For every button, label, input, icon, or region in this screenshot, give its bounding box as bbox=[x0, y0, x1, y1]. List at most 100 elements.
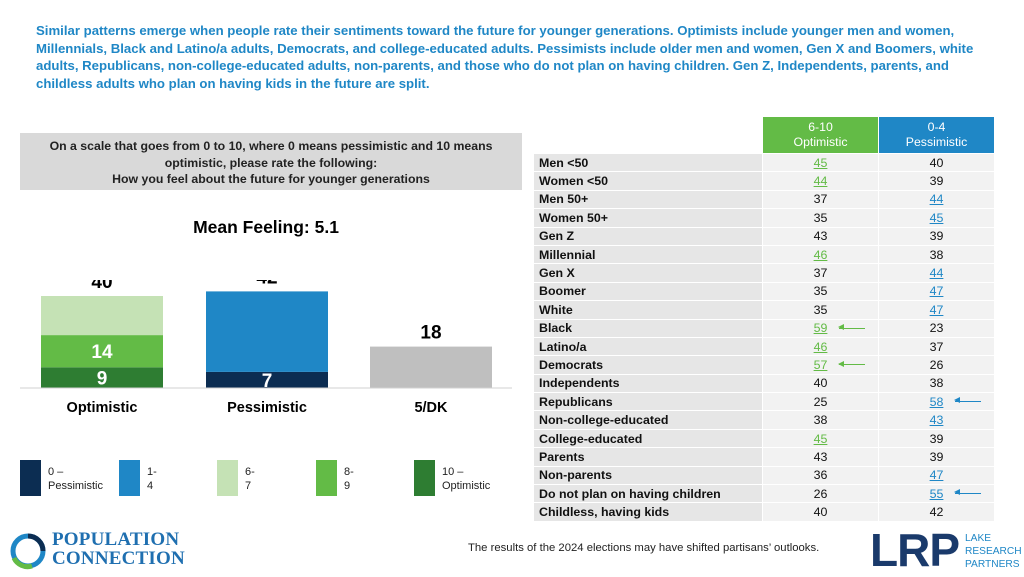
lrp-sub-3: PARTNERS bbox=[965, 559, 1020, 570]
lake-research-partners-logo: LRP LAKE RESEARCH PARTNERS bbox=[870, 524, 1022, 576]
stacked-bar-chart: 9 14 40 Optimistic 7 42 Pessimistic 18 5/DK bbox=[20, 280, 512, 416]
table-row: Do not plan on having children 26 55 bbox=[534, 485, 994, 503]
table-row: Republicans 25 58 bbox=[534, 393, 994, 411]
optimistic-value: 35 bbox=[763, 282, 878, 301]
lrp-wordmark: LRP bbox=[870, 524, 960, 576]
table-row: Independents 40 38 bbox=[534, 374, 994, 393]
lrp-subtitle: LAKE RESEARCH PARTNERS bbox=[965, 532, 1022, 571]
optimistic-value: 35 bbox=[763, 209, 878, 227]
legend-swatch bbox=[20, 460, 41, 496]
pessimistic-value: 39 bbox=[879, 227, 994, 245]
pessimistic-value: 47 bbox=[879, 282, 994, 301]
col-header-pessimistic: 0-4 Pessimistic bbox=[879, 117, 994, 153]
row-label: Independents bbox=[534, 374, 762, 393]
legend-label: 8-9 bbox=[344, 466, 354, 492]
survey-question-box: On a scale that goes from 0 to 10, where… bbox=[20, 133, 522, 190]
pessimistic-value: 39 bbox=[879, 429, 994, 448]
pessimistic-value: 58 bbox=[879, 393, 994, 411]
optimistic-value: 57 bbox=[763, 356, 878, 374]
pessimistic-value: 39 bbox=[879, 448, 994, 466]
row-label: Men 50+ bbox=[534, 190, 762, 209]
table-row: Non-parents 36 47 bbox=[534, 466, 994, 485]
category-label: 5/DK bbox=[414, 400, 448, 416]
logo-line-2: CONNECTION bbox=[52, 548, 185, 569]
row-label: College-educated bbox=[534, 429, 762, 448]
pessimistic-value: 37 bbox=[879, 337, 994, 356]
row-label: Non-parents bbox=[534, 466, 762, 485]
legend-label: 0 – Pessimistic bbox=[48, 466, 104, 492]
bar-segment-pessimistic-4 bbox=[206, 291, 328, 372]
row-label: Gen X bbox=[534, 264, 762, 282]
table-row: Non-college-educated 38 43 bbox=[534, 411, 994, 429]
lrp-sub-1: LAKE bbox=[965, 533, 992, 544]
row-label: Millennial bbox=[534, 245, 762, 264]
optimistic-value: 46 bbox=[763, 245, 878, 264]
optimistic-value: 43 bbox=[763, 227, 878, 245]
bar-total-label: 42 bbox=[256, 280, 277, 288]
population-connection-logo: POPULATION CONNECTION bbox=[8, 530, 188, 572]
pessimistic-value: 55 bbox=[879, 485, 994, 503]
pessimistic-value: 47 bbox=[879, 301, 994, 319]
table-row: Childless, having kids 40 42 bbox=[534, 503, 994, 521]
segment-label: 9 bbox=[97, 369, 108, 390]
table-row: Millennial 46 38 bbox=[534, 245, 994, 264]
row-label: Democrats bbox=[534, 356, 762, 374]
legend-swatch bbox=[414, 460, 435, 496]
table-corner bbox=[534, 117, 762, 153]
optimistic-value: 40 bbox=[763, 503, 878, 521]
legend-swatch bbox=[316, 460, 337, 496]
row-label: Republicans bbox=[534, 393, 762, 411]
pessimistic-value: 40 bbox=[879, 154, 994, 172]
headline: Similar patterns emerge when people rate… bbox=[36, 23, 974, 91]
optimistic-value: 40 bbox=[763, 374, 878, 393]
table-row: College-educated 45 39 bbox=[534, 429, 994, 448]
table-row: Women 50+ 35 45 bbox=[534, 209, 994, 227]
legend-label: 1-4 bbox=[147, 466, 157, 492]
arrow-left-icon bbox=[838, 323, 865, 330]
category-label: Pessimistic bbox=[227, 400, 307, 416]
optimistic-value: 45 bbox=[763, 429, 878, 448]
legend-swatch bbox=[119, 460, 140, 496]
pessimistic-value: 44 bbox=[879, 264, 994, 282]
pessimistic-value: 23 bbox=[879, 319, 994, 337]
legend-label: 10 – Optimistic bbox=[442, 466, 491, 492]
row-label: Women 50+ bbox=[534, 209, 762, 227]
pessimistic-value: 39 bbox=[879, 172, 994, 190]
col-header-optimistic: 6-10 Optimistic bbox=[763, 117, 878, 153]
globe-icon bbox=[10, 533, 46, 570]
table-row: Women <50 44 39 bbox=[534, 172, 994, 190]
optimistic-value: 46 bbox=[763, 337, 878, 356]
pessimistic-value: 43 bbox=[879, 411, 994, 429]
lrp-sub-2: RESEARCH bbox=[965, 546, 1022, 557]
optimistic-value: 37 bbox=[763, 190, 878, 209]
table-row: Democrats 57 26 bbox=[534, 356, 994, 374]
bar-segment-optimistic-0 bbox=[41, 367, 163, 388]
table-row: Gen X 37 44 bbox=[534, 264, 994, 282]
table-row: Men 50+ 37 44 bbox=[534, 190, 994, 209]
row-label: Childless, having kids bbox=[534, 503, 762, 521]
optimistic-value: 37 bbox=[763, 264, 878, 282]
category-label: Optimistic bbox=[67, 400, 138, 416]
optimistic-value: 38 bbox=[763, 411, 878, 429]
optimistic-value: 59 bbox=[763, 319, 878, 337]
table-row: Men <50 45 40 bbox=[534, 154, 994, 172]
bar-segment-optimistic-1 bbox=[41, 335, 163, 368]
row-label: White bbox=[534, 301, 762, 319]
optimistic-value: 36 bbox=[763, 466, 878, 485]
bar-segment-optimistic-2 bbox=[41, 296, 163, 336]
optimistic-value: 35 bbox=[763, 301, 878, 319]
mean-feeling-label: Mean Feeling: 5.1 bbox=[193, 217, 339, 237]
optimistic-value: 25 bbox=[763, 393, 878, 411]
table-row: Boomer 35 47 bbox=[534, 282, 994, 301]
optimistic-value: 44 bbox=[763, 172, 878, 190]
row-label: Do not plan on having children bbox=[534, 485, 762, 503]
pessimistic-value: 38 bbox=[879, 245, 994, 264]
legend-swatch bbox=[217, 460, 238, 496]
row-label: Non-college-educated bbox=[534, 411, 762, 429]
row-label: Gen Z bbox=[534, 227, 762, 245]
optimistic-value: 26 bbox=[763, 485, 878, 503]
row-label: Boomer bbox=[534, 282, 762, 301]
logo-line-1: POPULATION bbox=[52, 529, 180, 550]
bar-segment-5-dk-5 bbox=[370, 346, 492, 388]
arrow-left-icon bbox=[954, 397, 981, 404]
